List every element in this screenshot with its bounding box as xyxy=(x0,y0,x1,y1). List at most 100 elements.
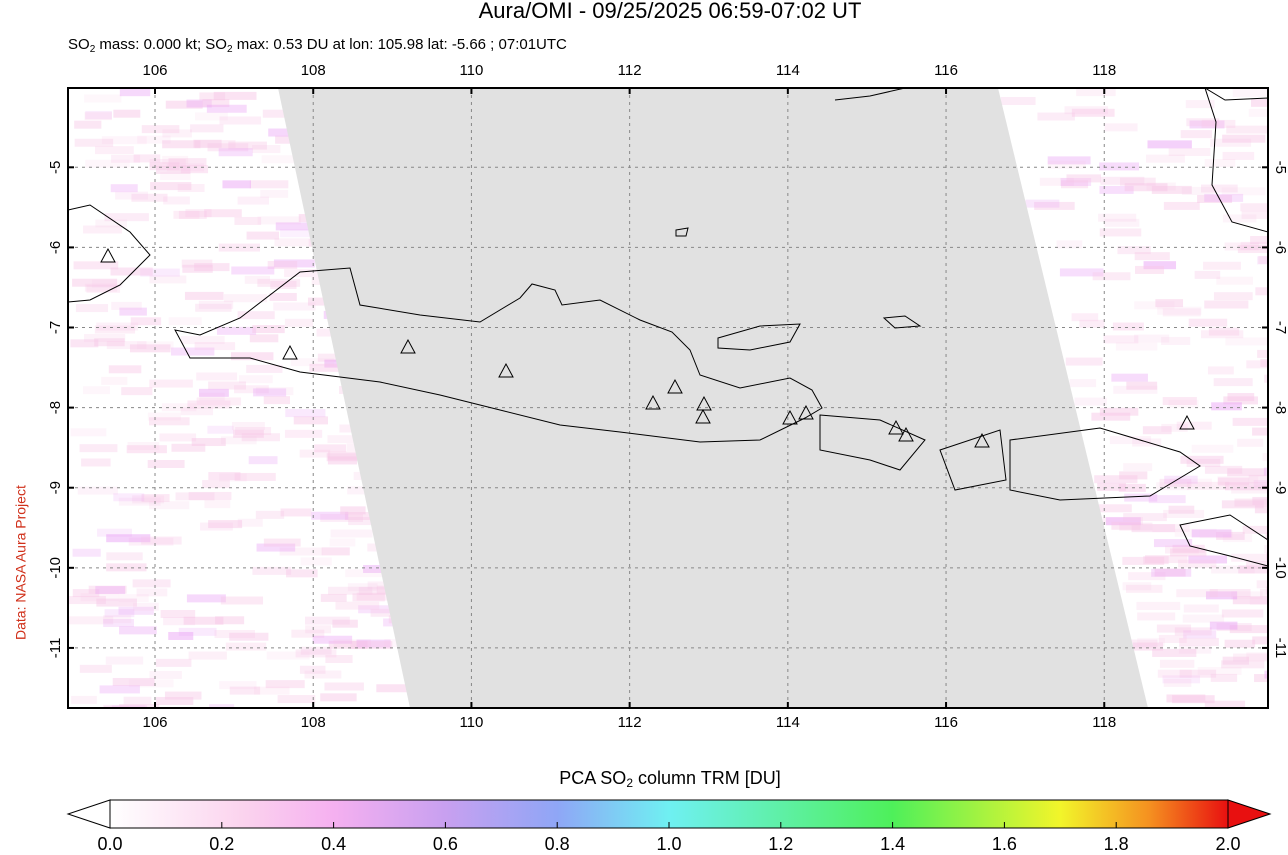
retrieval-pixel xyxy=(1153,539,1193,548)
retrieval-pixel xyxy=(1037,112,1075,121)
retrieval-pixel xyxy=(104,609,135,618)
retrieval-pixel xyxy=(119,88,151,97)
retrieval-pixel xyxy=(219,116,262,125)
retrieval-pixel xyxy=(218,243,260,252)
retrieval-pixel xyxy=(222,180,251,189)
retrieval-pixel xyxy=(274,238,317,247)
subtitle-part: SO xyxy=(68,36,90,53)
retrieval-pixel xyxy=(1166,694,1206,703)
retrieval-pixel xyxy=(207,143,249,152)
retrieval-pixel xyxy=(1224,639,1256,648)
retrieval-pixel xyxy=(84,94,122,103)
retrieval-pixel xyxy=(358,586,401,595)
retrieval-pixel xyxy=(133,154,161,163)
retrieval-pixel xyxy=(1169,478,1212,487)
retrieval-pixel xyxy=(261,155,298,164)
retrieval-pixel xyxy=(1164,475,1198,484)
retrieval-pixel xyxy=(285,409,326,418)
retrieval-pixel xyxy=(79,444,118,453)
retrieval-pixel xyxy=(163,617,196,626)
subtitle-sub: 2 xyxy=(227,44,233,55)
retrieval-pixel xyxy=(1174,528,1217,537)
no-data-swath xyxy=(278,88,1148,708)
lat-label-left: -9 xyxy=(47,481,64,494)
retrieval-pixel xyxy=(1174,627,1212,636)
retrieval-pixel xyxy=(257,278,301,287)
retrieval-pixel xyxy=(72,589,100,598)
lon-label-bottom: 118 xyxy=(1092,714,1116,731)
retrieval-pixel xyxy=(149,275,187,284)
retrieval-pixel xyxy=(1255,287,1268,296)
retrieval-pixel xyxy=(106,534,151,543)
retrieval-pixel xyxy=(1115,342,1158,351)
retrieval-pixel xyxy=(1156,482,1190,491)
retrieval-pixel xyxy=(1074,397,1107,406)
retrieval-pixel xyxy=(1155,299,1184,308)
volcano xyxy=(974,432,990,448)
retrieval-pixel xyxy=(1179,637,1219,646)
retrieval-pixel xyxy=(106,552,143,561)
retrieval-pixel xyxy=(182,264,213,273)
retrieval-pixel xyxy=(293,416,328,425)
retrieval-pixel xyxy=(101,376,128,385)
retrieval-pixel xyxy=(263,538,301,547)
retrieval-pixel xyxy=(1146,182,1176,191)
retrieval-pixel xyxy=(246,364,283,373)
retrieval-pixel xyxy=(348,517,375,526)
retrieval-pixel xyxy=(1117,246,1151,255)
colorbar-tick-label: 0.8 xyxy=(545,834,570,854)
retrieval-pixel xyxy=(1099,185,1134,194)
retrieval-pixel xyxy=(1246,560,1268,569)
retrieval-pixel xyxy=(255,510,285,519)
retrieval-pixel xyxy=(284,318,313,327)
retrieval-pixel xyxy=(113,493,145,502)
lat-label-right: -11 xyxy=(1272,638,1288,659)
lon-label-bottom: 108 xyxy=(301,714,326,731)
retrieval-pixel xyxy=(168,158,207,167)
retrieval-pixel xyxy=(340,506,366,515)
retrieval-pixel xyxy=(223,294,268,303)
lat-label-left: -10 xyxy=(47,557,64,579)
coastline xyxy=(675,227,689,237)
retrieval-pixel xyxy=(1200,184,1238,193)
retrieval-pixel xyxy=(1188,555,1228,564)
retrieval-pixel xyxy=(165,100,203,109)
retrieval-pixel xyxy=(1064,106,1109,115)
retrieval-pixel xyxy=(1172,544,1205,553)
retrieval-pixel xyxy=(1234,498,1268,507)
retrieval-pixel xyxy=(1111,521,1141,530)
lat-label-right: -9 xyxy=(1272,481,1288,494)
colorbar-tick-label: 1.0 xyxy=(656,834,681,854)
volcano xyxy=(498,362,514,378)
retrieval-pixel xyxy=(1222,134,1266,143)
retrieval-pixel xyxy=(164,691,202,700)
retrieval-pixel xyxy=(150,182,192,191)
retrieval-pixel xyxy=(147,459,185,468)
lat-label-right: -10 xyxy=(1272,557,1288,579)
retrieval-pixel xyxy=(273,259,315,268)
retrieval-pixel xyxy=(204,500,231,509)
retrieval-pixel xyxy=(1104,123,1138,132)
retrieval-pixel xyxy=(191,438,226,447)
retrieval-pixel xyxy=(344,512,373,521)
retrieval-pixel xyxy=(1182,614,1225,623)
retrieval-pixel xyxy=(162,155,189,164)
retrieval-pixel xyxy=(119,307,147,316)
retrieval-pixel xyxy=(1222,656,1249,665)
retrieval-pixel xyxy=(149,159,186,168)
retrieval-pixel xyxy=(1180,130,1213,139)
retrieval-pixel xyxy=(1226,125,1268,134)
retrieval-pixel xyxy=(246,231,280,240)
retrieval-pixel xyxy=(1159,659,1195,668)
retrieval-pixel xyxy=(1099,407,1139,416)
retrieval-pixel xyxy=(1221,187,1266,196)
retrieval-pixel xyxy=(96,322,139,331)
retrieval-pixel xyxy=(367,581,394,590)
retrieval-pixel xyxy=(1237,438,1264,447)
retrieval-pixel xyxy=(207,425,234,434)
retrieval-pixel xyxy=(1185,100,1215,109)
retrieval-pixel xyxy=(1076,88,1116,97)
retrieval-pixel xyxy=(88,585,127,594)
volcanoes xyxy=(100,247,1195,448)
retrieval-pixel xyxy=(1047,156,1091,165)
